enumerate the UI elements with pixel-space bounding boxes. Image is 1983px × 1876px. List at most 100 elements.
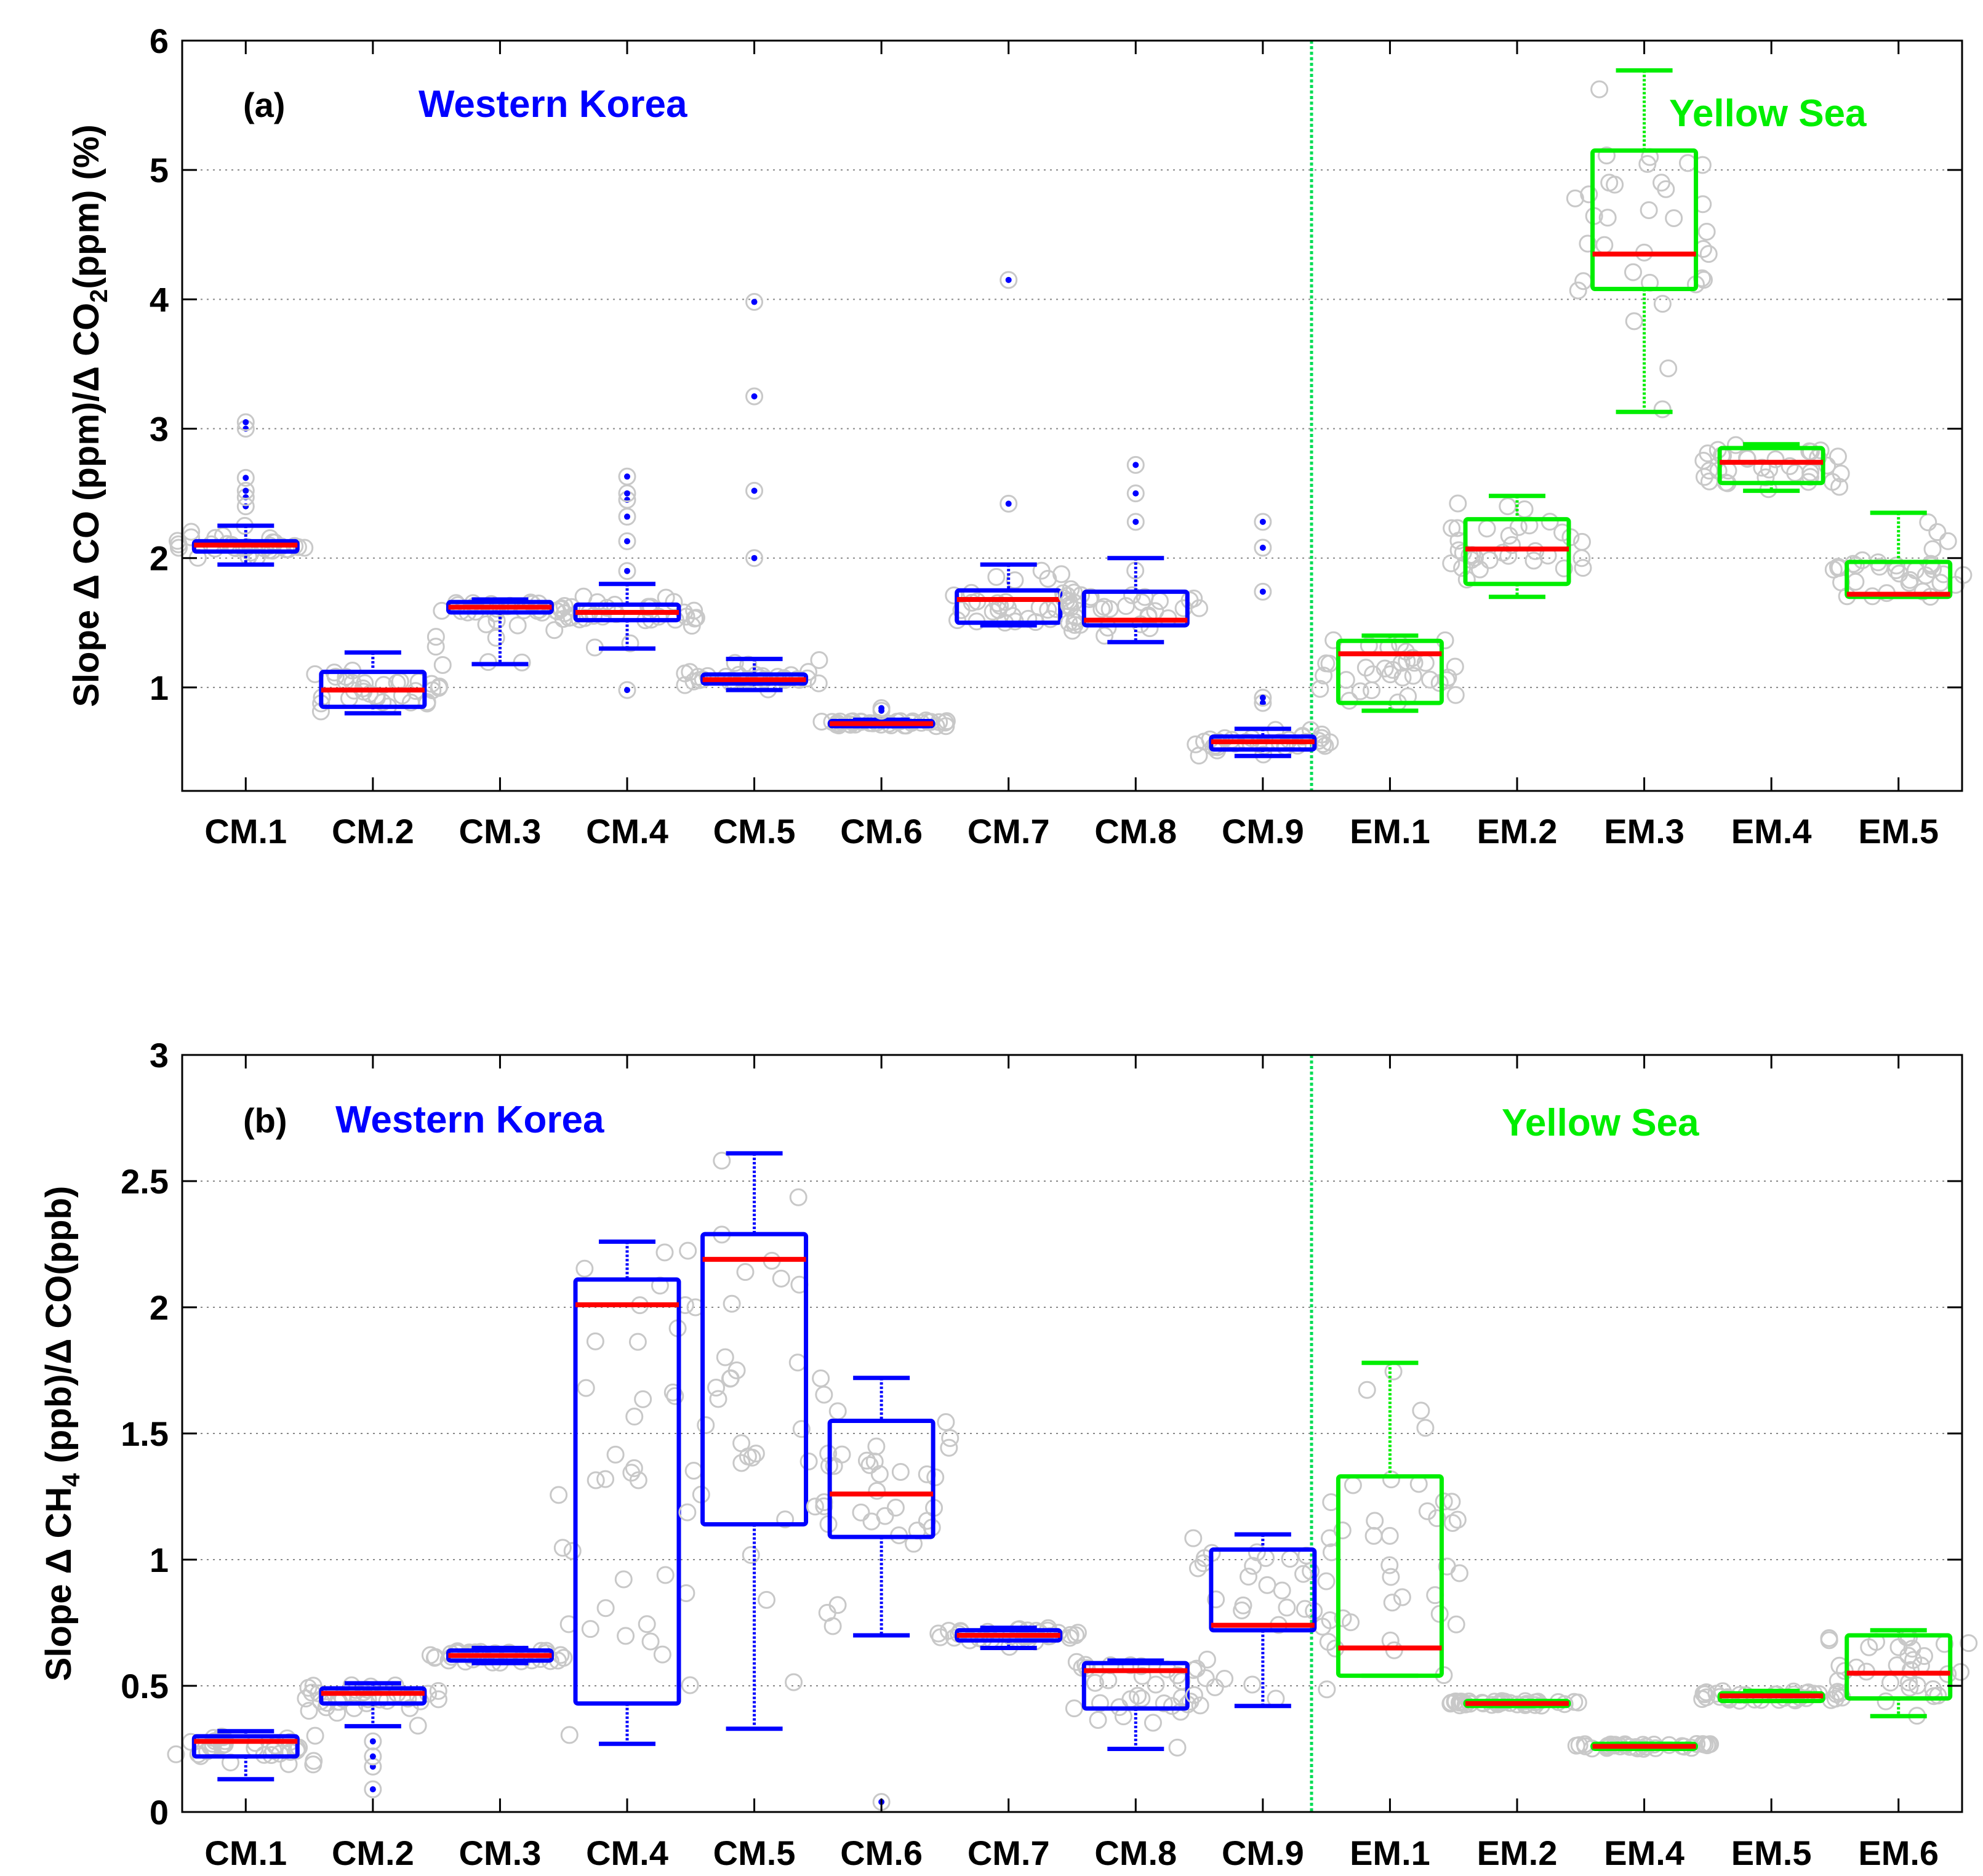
- sample-point: [1566, 189, 1584, 207]
- sample-point: [374, 676, 393, 694]
- sample-point: [1923, 540, 1942, 558]
- sample-point: [676, 664, 694, 683]
- sample-point: [1184, 1529, 1203, 1547]
- sample-point: [876, 1507, 894, 1525]
- box-cm-8: [1058, 455, 1209, 645]
- outlier-marker: [1259, 694, 1266, 701]
- sample-point: [1665, 209, 1683, 227]
- sample-point: [1258, 1576, 1276, 1594]
- box-iqr: [1717, 446, 1825, 486]
- sample-point: [586, 1332, 604, 1350]
- outlier-point: [745, 387, 764, 406]
- sample-point: [1239, 1568, 1257, 1586]
- sample-point: [553, 1539, 572, 1557]
- sample-point: [926, 1468, 945, 1486]
- box-cm-3: [427, 593, 571, 671]
- sample-point: [430, 677, 449, 695]
- sample-point: [789, 1188, 807, 1206]
- sample-point: [1832, 464, 1850, 483]
- box-cm-9: [1187, 513, 1339, 765]
- x-tick-label: CM.2: [332, 1834, 414, 1872]
- sample-point: [870, 1465, 889, 1483]
- sample-point: [1928, 523, 1947, 542]
- sample-point: [596, 1470, 615, 1488]
- x-tick-label: CM.9: [1222, 1834, 1304, 1872]
- sample-point: [1356, 659, 1375, 677]
- outlier-marker: [624, 538, 630, 545]
- sample-point: [1653, 295, 1672, 313]
- sample-point: [1318, 1680, 1336, 1699]
- region-label-western-korea: Western Korea: [335, 1099, 604, 1141]
- sample-point: [952, 601, 971, 619]
- outlier-point: [1254, 539, 1272, 557]
- outlier-marker: [242, 475, 249, 481]
- outlier-point: [618, 532, 636, 550]
- panel-label: (b): [243, 1101, 287, 1140]
- sample-point: [374, 693, 392, 712]
- sample-point: [641, 1632, 660, 1651]
- sample-point: [1435, 1492, 1453, 1510]
- sample-point: [555, 596, 574, 615]
- sample-point: [1929, 1686, 1947, 1705]
- sample-point: [560, 1726, 579, 1744]
- sample-point: [1364, 1526, 1383, 1545]
- outlier-point: [364, 1780, 382, 1798]
- box-iqr: [1845, 1633, 1953, 1701]
- sample-point: [617, 1627, 635, 1645]
- outlier-point: [1126, 484, 1145, 503]
- sample-point: [1404, 667, 1422, 685]
- box-cm-4: [550, 1239, 699, 1746]
- box-iqr: [191, 1734, 300, 1759]
- x-tick-label: CM.6: [840, 812, 923, 851]
- sample-point: [1234, 1596, 1252, 1614]
- sample-point: [891, 1462, 910, 1481]
- axes-frame: [181, 1054, 1963, 1813]
- sample-point: [625, 1459, 643, 1477]
- sample-point: [477, 615, 495, 633]
- outlier-point: [618, 681, 636, 699]
- outlier-marker: [624, 513, 630, 520]
- sample-point: [1416, 1419, 1435, 1437]
- box-iqr: [700, 1232, 809, 1527]
- outlier-marker: [1259, 700, 1266, 707]
- sample-point: [1818, 456, 1837, 475]
- outlier-marker: [1132, 490, 1139, 497]
- outlier-marker: [624, 687, 630, 694]
- sample-point: [1065, 1699, 1083, 1718]
- outlier-point: [1254, 513, 1272, 531]
- sample-point: [983, 603, 1002, 621]
- sample-point: [1719, 462, 1737, 480]
- box-cm-2: [297, 1676, 447, 1798]
- sample-point: [577, 1379, 595, 1397]
- sample-point: [429, 1690, 447, 1709]
- box-em-4: [1567, 1734, 1720, 1758]
- y-tick-label: 2: [150, 1288, 169, 1327]
- y-tick-label: 1.5: [121, 1414, 169, 1453]
- outlier-point: [236, 413, 255, 431]
- sample-point: [945, 586, 963, 604]
- box-em-2: [1441, 1692, 1587, 1715]
- sample-point: [1678, 154, 1697, 172]
- outlier-marker: [1132, 462, 1139, 468]
- box-cm-8: [1065, 1653, 1215, 1757]
- sample-point: [297, 1690, 315, 1708]
- sample-point: [300, 1702, 318, 1720]
- box-iqr: [1336, 638, 1444, 705]
- sample-point: [828, 1402, 847, 1421]
- sample-point: [649, 607, 668, 626]
- sample-point: [1540, 513, 1559, 531]
- outlier-point: [745, 549, 764, 567]
- sample-point: [1187, 735, 1205, 753]
- sample-point: [1698, 1736, 1717, 1755]
- sample-point: [1123, 586, 1142, 604]
- sample-point: [716, 1348, 734, 1366]
- sample-point: [1144, 1714, 1162, 1732]
- sample-point: [1598, 209, 1617, 227]
- sample-point: [726, 654, 744, 672]
- x-tick-label: EM.2: [1477, 1834, 1558, 1872]
- outlier-point: [236, 468, 255, 487]
- sample-point: [622, 1464, 641, 1482]
- sample-point: [606, 1445, 625, 1464]
- sample-point: [1393, 668, 1412, 687]
- sample-point: [554, 610, 572, 628]
